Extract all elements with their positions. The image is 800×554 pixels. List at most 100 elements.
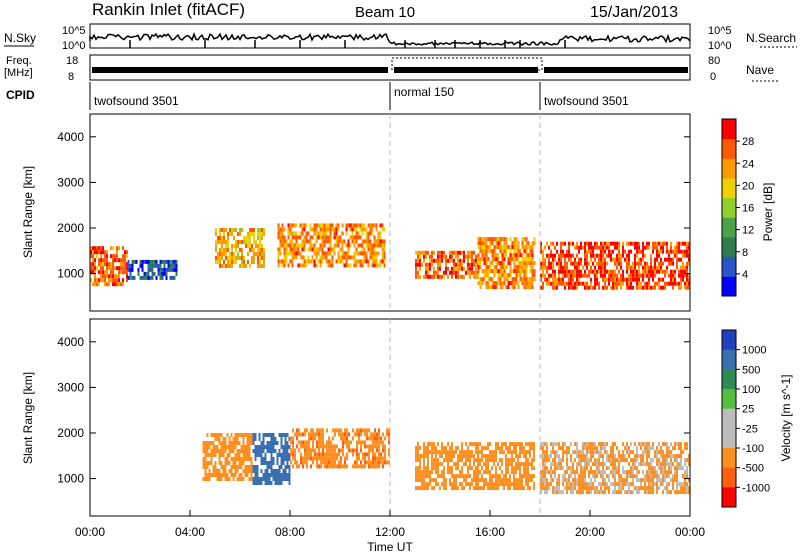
power-cell-6-1787 [670, 261, 672, 266]
velocity-cell-2-713 [384, 436, 386, 441]
power-cell-2-321 [241, 260, 243, 264]
power-cell-3-638 [341, 231, 344, 236]
velocity-cell-3-1165 [519, 466, 521, 471]
power-cell-6-1745 [658, 277, 660, 282]
power-cell-6-1793 [672, 257, 674, 262]
power-cell-6-1647 [636, 245, 638, 250]
velocity-cell-4-1910 [688, 490, 690, 495]
xtick-label-5: 20:00 [575, 525, 605, 539]
power-cell-0-108 [118, 270, 120, 275]
power-cell-5-986 [481, 253, 484, 258]
velocity-cell-2-590 [346, 444, 348, 449]
velocity-cell-3-809 [431, 486, 433, 491]
velocity-cell-0-194 [246, 465, 249, 469]
power-cell-2-327 [243, 264, 245, 268]
power-cell-5-967 [477, 261, 480, 266]
velocity-cell-4-1806 [664, 486, 666, 491]
power-cell-5-1052 [495, 237, 498, 242]
velocity-cell-4-1617 [622, 478, 624, 483]
velocity-colorbar-swatch-4 [722, 408, 736, 429]
power-cell-4-815 [419, 254, 421, 259]
power-cell-0-17 [94, 258, 96, 263]
velocity-cell-0-54 [214, 465, 217, 469]
power-cell-6-1646 [636, 241, 638, 246]
power-cell-3-500 [303, 243, 306, 248]
power-cell-6-1423 [582, 265, 584, 270]
power-cell-3-596 [329, 227, 332, 232]
power-cell-3-637 [341, 223, 344, 228]
nsky-tick-bottom: 10^0 [62, 40, 86, 52]
velocity-cell-2-675 [374, 432, 376, 437]
velocity-cell-4-1533 [602, 490, 604, 495]
power-cell-6-1582 [618, 277, 620, 282]
velocity-cell-2-580 [344, 432, 346, 437]
power-cell-3-505 [305, 223, 308, 228]
power-cell-6-1442 [586, 273, 588, 278]
velocity-cell-4-1855 [676, 462, 678, 467]
power-cell-2-283 [229, 260, 231, 264]
power-cell-1-156 [139, 263, 142, 268]
power-cell-0-14 [92, 282, 94, 287]
velocity-cell-4-1340 [562, 478, 564, 483]
velocity-cell-4-1550 [606, 486, 608, 491]
velocity-cell-4-1769 [656, 486, 658, 491]
power-cell-6-1497 [600, 253, 602, 258]
velocity-cell-4-1339 [562, 474, 564, 479]
power-cell-6-1669 [640, 261, 642, 266]
power-cell-3-446 [289, 239, 292, 244]
velocity-cell-3-1069 [497, 446, 499, 451]
power-cell-3-490 [301, 231, 304, 236]
velocity-cell-3-921 [461, 458, 463, 463]
power-cell-5-1108 [505, 245, 508, 250]
velocity-cell-2-496 [320, 444, 322, 449]
velocity-cell-2-560 [338, 432, 340, 437]
power-cell-4-915 [459, 266, 461, 271]
power-cell-6-1389 [574, 257, 576, 262]
power-cell-4-822 [423, 250, 425, 255]
velocity-cell-4-1652 [630, 490, 632, 495]
velocity-cell-2-431 [302, 464, 304, 469]
velocity-cell-3-847 [441, 482, 443, 487]
velocity-cell-2-562 [338, 452, 340, 457]
velocity-cell-3-836 [439, 454, 441, 459]
power-cell-1-161 [141, 275, 144, 280]
velocity-cell-4-1760 [656, 446, 658, 451]
velocity-cell-0-15 [204, 473, 207, 477]
velocity-cell-4-1231 [540, 442, 542, 447]
velocity-cell-3-802 [431, 450, 433, 455]
power-cell-3-770 [375, 255, 378, 260]
velocity-cell-2-506 [322, 448, 324, 453]
power-cell-2-229 [215, 240, 217, 244]
velocity-cell-4-1256 [544, 462, 546, 467]
power-cell-5-1211 [525, 273, 528, 278]
power-cell-3-696 [357, 235, 360, 240]
velocity-cell-2-653 [368, 444, 370, 449]
power-cell-6-1376 [570, 273, 572, 278]
velocity-cell-3-1183 [523, 466, 525, 471]
power-cell-2-344 [249, 264, 251, 268]
velocity-cell-3-1039 [489, 478, 491, 483]
power-cell-6-1581 [618, 269, 620, 274]
power-cell-5-1072 [499, 237, 502, 242]
power-cell-2-320 [241, 256, 243, 260]
power-cell-6-1853 [686, 265, 688, 270]
power-cell-6-1366 [568, 269, 570, 274]
power-cell-6-1688 [644, 273, 646, 278]
velocity-cell-0-77 [220, 449, 223, 453]
power-cell-1-217 [171, 267, 174, 272]
power-cell-6-1299 [552, 265, 554, 270]
velocity-cell-2-576 [342, 448, 344, 453]
power-cell-3-464 [293, 243, 296, 248]
velocity-cell-3-917 [461, 442, 463, 447]
velocity-cell-2-593 [346, 464, 348, 469]
power-cell-5-1136 [511, 269, 514, 274]
power-cell-6-1859 [688, 241, 690, 246]
power-cell-0-136 [126, 274, 128, 279]
velocity-cell-2-513 [324, 460, 326, 465]
velocity-cell-4-1374 [570, 486, 572, 491]
velocity-cell-3-1050 [493, 450, 495, 455]
velocity-cell-2-430 [302, 460, 304, 465]
power-cell-6-1257 [540, 277, 542, 282]
velocity-cell-4-1716 [646, 462, 648, 467]
velocity-cbar-tick-label-2: 100 [742, 384, 760, 396]
